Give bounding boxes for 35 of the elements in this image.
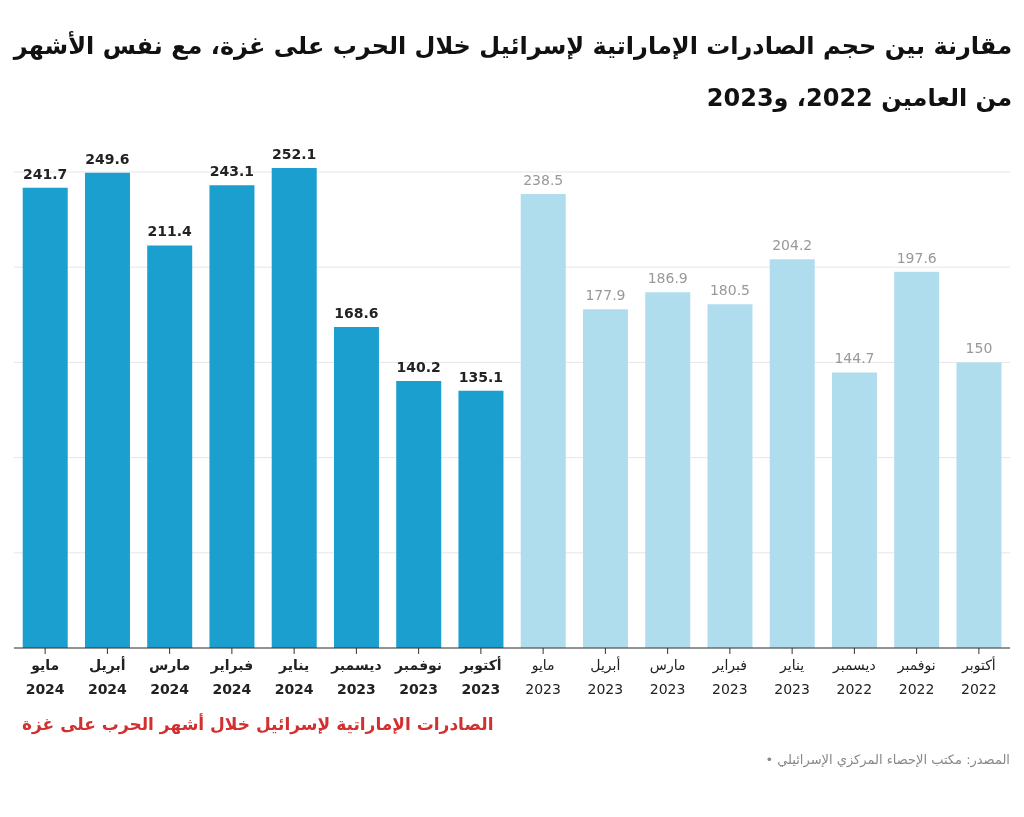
bar xyxy=(84,172,130,648)
data-label: 186.9 xyxy=(647,270,688,287)
data-label: 204.2 xyxy=(772,237,813,254)
data-label: 243.1 xyxy=(209,163,255,180)
data-label: 180.5 xyxy=(709,282,751,299)
data-label: 177.9 xyxy=(585,287,626,304)
text: الصادرات الإماراتية لإسرائيل خلال أشهر الحرب على غزة xyxy=(22,714,494,734)
bar xyxy=(271,168,317,648)
bar xyxy=(707,304,753,648)
data-label: 252.1 xyxy=(272,146,317,162)
bar xyxy=(956,362,1002,648)
bar xyxy=(22,187,68,648)
data-label: 150 xyxy=(965,340,993,357)
bar xyxy=(645,292,691,648)
bar xyxy=(458,390,504,648)
data-label: 140.2 xyxy=(396,359,441,376)
data-label: 144.7 xyxy=(834,350,875,367)
bar xyxy=(894,271,940,648)
chart-title: مقارنة بين حجم الصادرات الإماراتية لإسرائيل خلال الحرب على غزة، مع نفس الأشهر من العامين 2022، و2023 xyxy=(11,30,1013,114)
data-label: 168.6 xyxy=(334,304,379,321)
bar xyxy=(831,372,877,648)
bar xyxy=(769,259,815,648)
data-label: 135.1 xyxy=(458,368,504,385)
data-label: 249.6 xyxy=(85,150,130,167)
data-label: 241.7 xyxy=(23,165,68,182)
bar xyxy=(333,326,379,648)
bar xyxy=(396,381,442,648)
bar xyxy=(147,245,193,648)
data-label: 211.4 xyxy=(147,223,193,240)
bar xyxy=(520,193,566,648)
data-label: 238.5 xyxy=(523,171,564,188)
data-label: 197.6 xyxy=(896,249,937,266)
bar xyxy=(582,309,628,648)
text: المصدر: مكتب الإحصاء المركزي الإسرائيلي • xyxy=(764,751,1011,770)
bar xyxy=(209,185,255,648)
